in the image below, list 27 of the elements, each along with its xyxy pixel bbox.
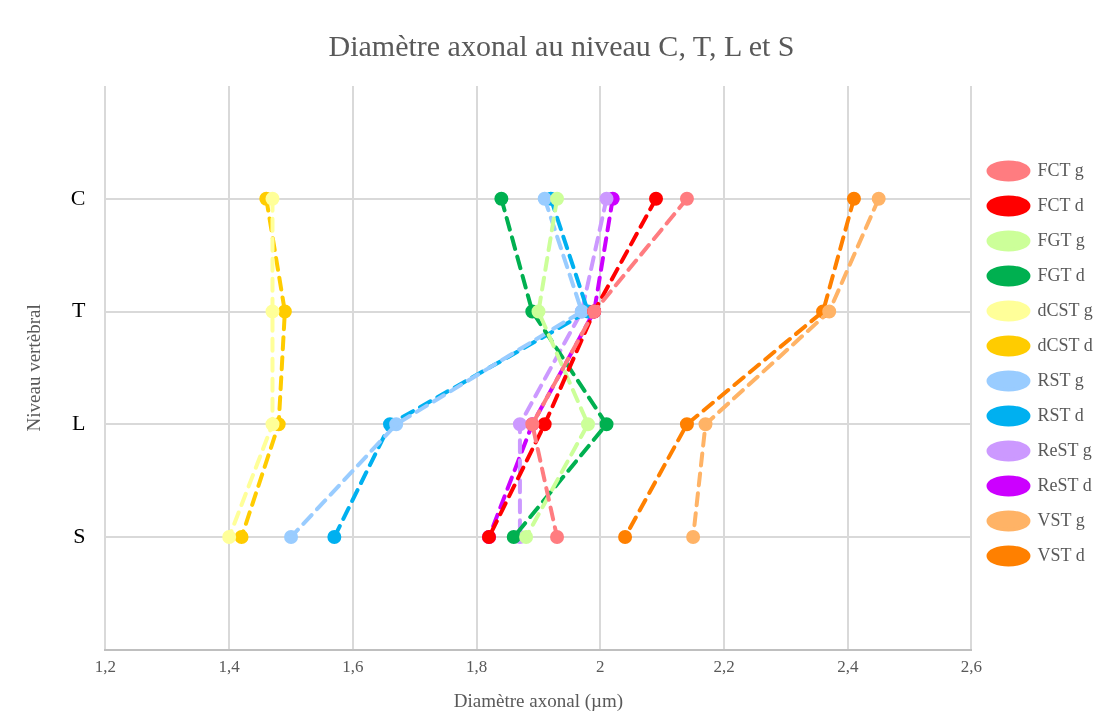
- y-tick-label: L: [72, 410, 86, 436]
- x-axis-title: Diamètre axonal (µm): [453, 689, 624, 712]
- legend-label: ReST d: [1037, 474, 1092, 495]
- legend-label: VST g: [1037, 509, 1085, 530]
- y-tick-label: T: [72, 297, 87, 323]
- x-tick-label: 1,8: [466, 657, 488, 677]
- x-tick-label: 2: [596, 657, 605, 677]
- legend-label: dCST g: [1037, 299, 1093, 320]
- x-tick-label: 2,6: [960, 657, 983, 677]
- y-tick-label: C: [70, 184, 86, 210]
- legend-label: RST d: [1037, 404, 1084, 425]
- x-tick-label: 2,4: [837, 657, 859, 677]
- x-tick-label: 1,6: [342, 657, 364, 677]
- legend-label: FGT g: [1037, 229, 1085, 250]
- y-axis-title: Niveau vertèbral: [23, 304, 45, 432]
- legend-label: FGT d: [1037, 264, 1085, 285]
- x-tick-label: 1,2: [94, 657, 117, 677]
- x-tick-label: 1,4: [218, 657, 241, 677]
- legend-label: FCT d: [1037, 194, 1084, 215]
- legend-label: ReST g: [1037, 439, 1092, 460]
- legend-label: RST g: [1037, 369, 1084, 390]
- chart-title: Diamètre axonal au niveau C, T, L et S: [328, 28, 795, 62]
- legend-label: dCST d: [1037, 334, 1093, 355]
- y-tick-label: S: [73, 522, 86, 548]
- x-tick-label: 2,2: [713, 657, 735, 677]
- legend-label: VST d: [1037, 544, 1085, 565]
- legend-label: FCT g: [1037, 159, 1084, 180]
